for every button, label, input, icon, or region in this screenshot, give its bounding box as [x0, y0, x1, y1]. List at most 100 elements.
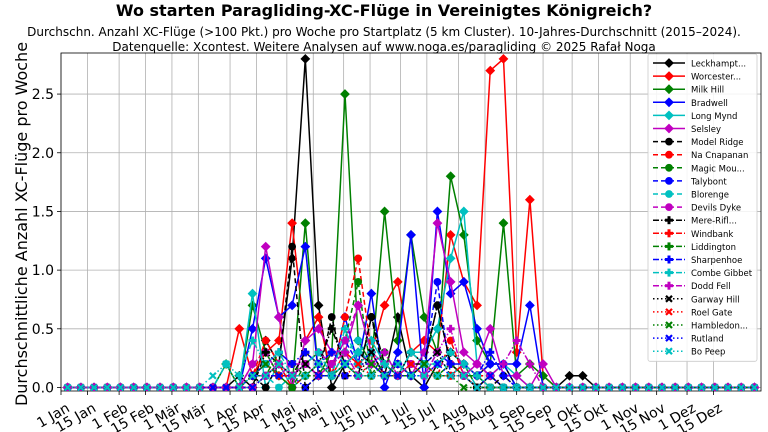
data-point-bar: [251, 336, 255, 345]
data-point: [300, 53, 311, 64]
data-point: [392, 276, 403, 287]
data-point: [287, 300, 298, 311]
data-point-stroke: [658, 383, 666, 391]
data-point: [248, 360, 257, 368]
data-point: [327, 360, 336, 369]
data-point: [261, 383, 270, 391]
data-point-stroke: [195, 383, 204, 391]
data-point: [665, 216, 673, 225]
data-point-bar: [449, 348, 453, 357]
data-point: [512, 336, 521, 345]
data-point-stroke: [671, 383, 679, 391]
data-point: [327, 313, 336, 321]
data-point-stroke: [665, 347, 673, 355]
data-point: [460, 383, 468, 391]
data-point: [432, 206, 443, 217]
data-point-stroke: [129, 383, 138, 391]
data-point: [538, 359, 548, 369]
data-point: [565, 383, 574, 391]
data-point: [116, 383, 125, 391]
data-point: [618, 383, 627, 391]
data-point: [445, 230, 456, 240]
data-point: [327, 371, 336, 380]
data-point: [486, 383, 495, 391]
data-point-stroke: [367, 371, 376, 380]
data-point-bar: [237, 371, 241, 380]
data-point-stroke: [341, 360, 349, 368]
data-point-stroke: [697, 383, 706, 391]
data-point: [564, 370, 575, 381]
data-point-bar: [475, 371, 479, 380]
data-point-stroke: [63, 383, 72, 391]
data-point-bar: [330, 348, 334, 357]
data-point: [275, 360, 283, 368]
legend-label: Bo Peep: [691, 348, 725, 358]
data-point-stroke: [367, 360, 376, 368]
data-point: [432, 218, 443, 229]
data-point: [737, 383, 745, 391]
data-point-stroke: [275, 371, 283, 380]
y-tick-label: 2.0: [32, 146, 54, 162]
data-point: [445, 276, 456, 287]
data-point: [664, 110, 674, 121]
data-point: [486, 348, 495, 357]
data-point: [446, 371, 455, 380]
chart-title: Wo starten Paragliding-XC-Flüge in Verei…: [115, 1, 653, 20]
data-point: [341, 336, 349, 345]
data-point: [341, 360, 349, 368]
data-point-stroke: [420, 371, 428, 380]
data-point-bar: [303, 348, 307, 357]
data-point: [665, 347, 673, 355]
data-point-stroke: [248, 371, 257, 380]
data-point: [235, 383, 244, 391]
data-point-stroke: [235, 383, 244, 391]
legend-label: Talybont: [690, 177, 727, 187]
data-point: [446, 360, 455, 369]
data-point: [499, 360, 508, 369]
data-point: [235, 371, 244, 380]
data-point: [498, 218, 509, 229]
data-point-bar: [449, 324, 453, 333]
data-point-stroke: [499, 383, 508, 391]
legend-label: Leckhampt...: [691, 60, 746, 70]
data-point-stroke: [486, 371, 495, 380]
data-point: [222, 383, 230, 391]
data-point-bar: [667, 281, 671, 290]
data-point: [392, 347, 403, 358]
data-point-stroke: [143, 383, 151, 391]
data-point-stroke: [380, 371, 389, 380]
data-point: [446, 324, 455, 333]
data-point: [354, 301, 363, 310]
data-point: [380, 348, 389, 357]
data-point: [301, 383, 310, 391]
data-point: [407, 360, 415, 368]
data-point: [433, 360, 442, 368]
data-point-stroke: [209, 383, 217, 391]
data-point: [499, 371, 508, 380]
data-point: [472, 300, 482, 311]
data-point: [499, 383, 508, 391]
data-point-stroke: [314, 360, 323, 368]
data-point: [301, 360, 310, 368]
data-point: [367, 360, 376, 368]
data-point: [327, 348, 336, 357]
data-point: [222, 360, 230, 368]
data-point: [664, 58, 674, 68]
data-point: [605, 383, 613, 391]
legend-label: Worcester...: [691, 73, 741, 83]
data-point-stroke: [407, 360, 415, 368]
data-point-stroke: [275, 360, 283, 368]
data-point: [631, 383, 640, 391]
data-point-stroke: [684, 383, 693, 391]
data-point-bar: [667, 216, 671, 225]
y-tick-label: 0.5: [32, 322, 54, 338]
data-point: [288, 242, 297, 251]
data-point: [407, 348, 415, 357]
legend-label: Devils Dyke: [691, 204, 741, 214]
data-point: [485, 323, 496, 334]
legend-label: Liddington: [691, 243, 736, 253]
data-point-bar: [343, 324, 347, 333]
data-point: [354, 277, 363, 286]
